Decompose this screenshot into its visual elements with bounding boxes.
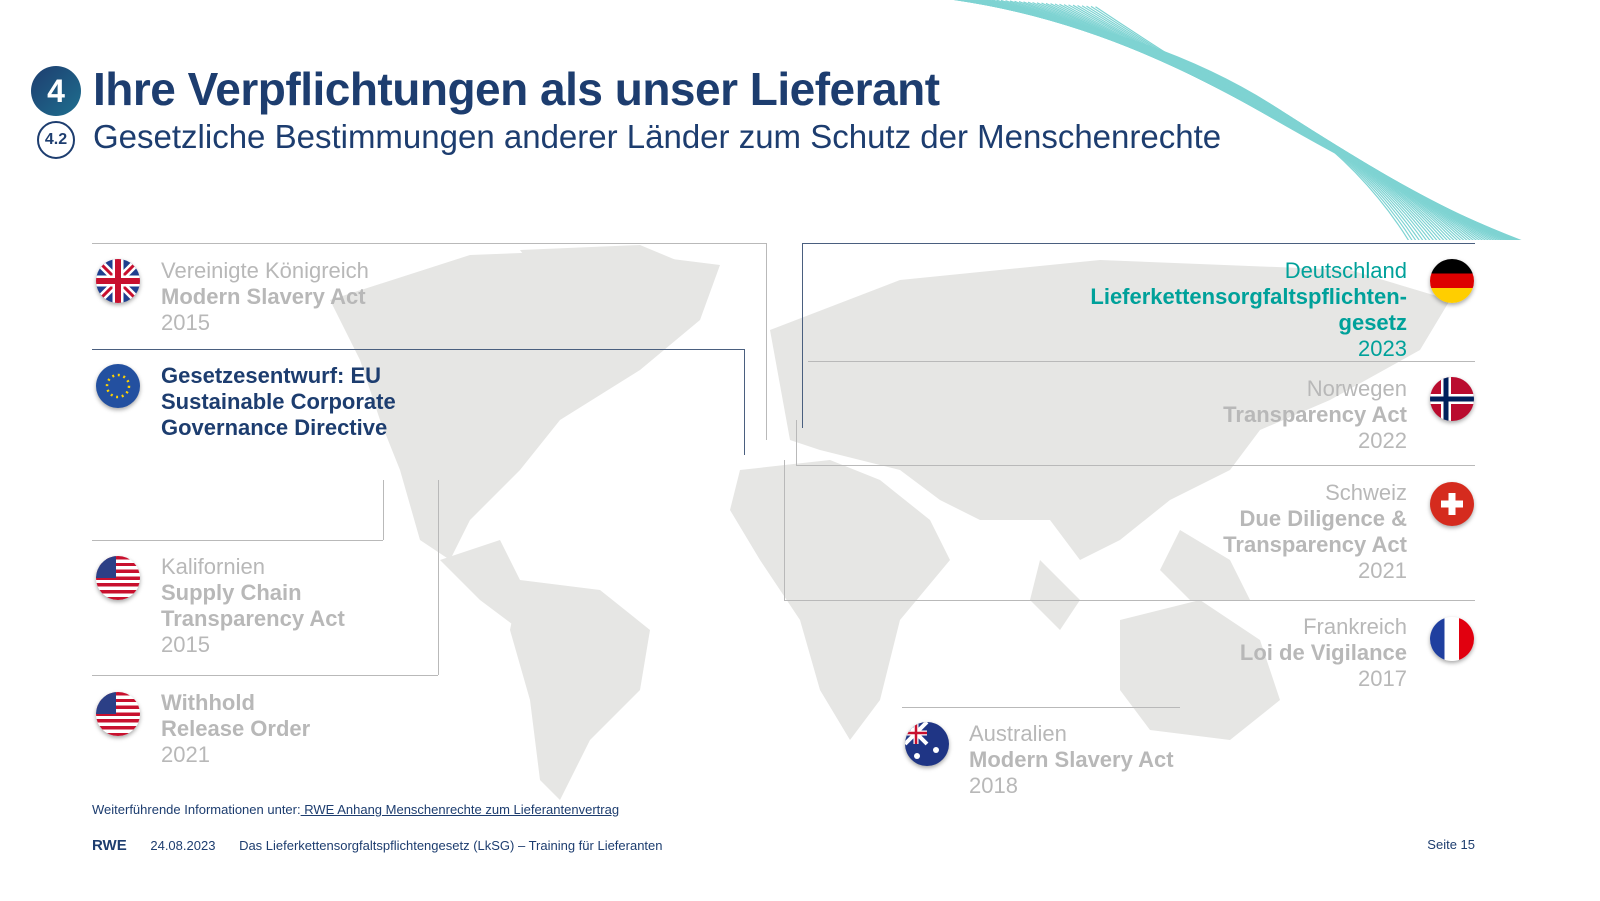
us-flag-icon xyxy=(96,556,140,600)
page-title: Ihre Verpflichtungen als unser Lieferant xyxy=(93,63,940,115)
norway-flag-icon xyxy=(1430,377,1474,421)
law-year: 2015 xyxy=(161,632,210,657)
divider xyxy=(92,349,744,350)
law-switzerland: Schweiz Due Diligence & Transparency Act… xyxy=(1223,480,1407,584)
divider xyxy=(438,480,439,675)
footer: RWE 24.08.2023 Das Lieferkettensorgfalts… xyxy=(92,837,1475,854)
section-number-badge: 4 xyxy=(31,66,81,116)
law-name: Modern Slavery Act xyxy=(161,284,366,309)
divider xyxy=(766,243,767,440)
law-name: Modern Slavery Act xyxy=(969,747,1174,772)
divider xyxy=(383,480,384,540)
law-name: Supply Chain xyxy=(161,580,302,605)
divider xyxy=(92,540,383,541)
law-france: Frankreich Loi de Vigilance 2017 xyxy=(1240,614,1407,692)
page-number: Seite 15 xyxy=(1427,837,1475,852)
divider xyxy=(902,707,1180,708)
decorative-wave-lines xyxy=(953,0,1522,240)
country-label: Norwegen xyxy=(1306,376,1407,401)
law-germany: Deutschland Lieferkettensorgfaltspflicht… xyxy=(1090,258,1407,362)
country-label: Schweiz xyxy=(1325,480,1407,505)
divider xyxy=(92,675,438,676)
country-label: Frankreich xyxy=(1303,614,1407,639)
divider xyxy=(796,465,1475,466)
germany-flag-icon xyxy=(1430,259,1474,303)
law-name: Due Diligence & xyxy=(1239,506,1407,531)
page-subtitle: Gesetzliche Bestimmungen anderer Länder … xyxy=(93,118,1222,155)
country-label: Vereinigte Königreich xyxy=(161,258,369,283)
law-name: Transparency Act xyxy=(161,606,345,631)
rwe-logo: RWE xyxy=(92,837,127,854)
law-name: Transparency Act xyxy=(1223,532,1407,557)
law-california: Kalifornien Supply Chain Transparency Ac… xyxy=(161,554,345,658)
subsection-number-badge: 4.2 xyxy=(37,121,75,159)
australia-flag-icon xyxy=(905,722,949,766)
law-name: Lieferkettensorgfaltspflichten- xyxy=(1090,284,1407,309)
info-link[interactable]: RWE Anhang Menschenrechte zum Lieferante… xyxy=(300,802,620,817)
divider xyxy=(92,243,766,244)
law-name: gesetz xyxy=(1338,310,1407,335)
eu-flag-icon xyxy=(96,364,140,408)
uk-flag-icon xyxy=(96,259,140,303)
law-name: Release Order xyxy=(161,716,311,741)
law-us: Withhold Release Order 2021 xyxy=(161,690,310,768)
country-label: Deutschland xyxy=(1284,258,1407,283)
law-uk: Vereinigte Königreich Modern Slavery Act… xyxy=(161,258,369,336)
country-label: Australien xyxy=(969,721,1067,746)
law-name: Loi de Vigilance xyxy=(1239,640,1407,665)
law-name: Transparency Act xyxy=(1223,402,1407,427)
divider xyxy=(784,460,785,600)
law-year: 2015 xyxy=(161,310,210,335)
law-year: 2021 xyxy=(1358,558,1407,583)
divider xyxy=(744,349,745,455)
info-note: Weiterführende Informationen unter: RWE … xyxy=(92,802,619,817)
switzerland-flag-icon xyxy=(1430,482,1474,526)
law-year: 2018 xyxy=(969,773,1018,798)
footer-title: Das Lieferkettensorgfaltspflichtengesetz… xyxy=(239,838,663,853)
divider xyxy=(784,600,1475,601)
law-name: Gesetzesentwurf: EU xyxy=(161,363,382,388)
footer-date: 24.08.2023 xyxy=(150,838,216,853)
law-year: 2021 xyxy=(161,742,210,767)
law-norway: Norwegen Transparency Act 2022 xyxy=(1223,376,1407,454)
law-year: 2022 xyxy=(1358,428,1407,453)
france-flag-icon xyxy=(1430,617,1474,661)
country-label: Kalifornien xyxy=(161,554,265,579)
us-flag-icon xyxy=(96,692,140,736)
divider xyxy=(796,420,797,465)
law-name: Withhold xyxy=(161,690,255,715)
divider xyxy=(808,361,1475,362)
divider xyxy=(802,243,1475,244)
law-australia: Australien Modern Slavery Act 2018 xyxy=(969,721,1174,799)
law-name: Sustainable Corporate xyxy=(161,389,396,414)
law-eu: Gesetzesentwurf: EU Sustainable Corporat… xyxy=(161,363,396,441)
info-prefix: Weiterführende Informationen unter: xyxy=(92,802,301,817)
divider xyxy=(802,243,803,428)
law-year: 2017 xyxy=(1358,666,1407,691)
law-year: 2023 xyxy=(1358,336,1407,361)
law-name: Governance Directive xyxy=(161,415,388,440)
